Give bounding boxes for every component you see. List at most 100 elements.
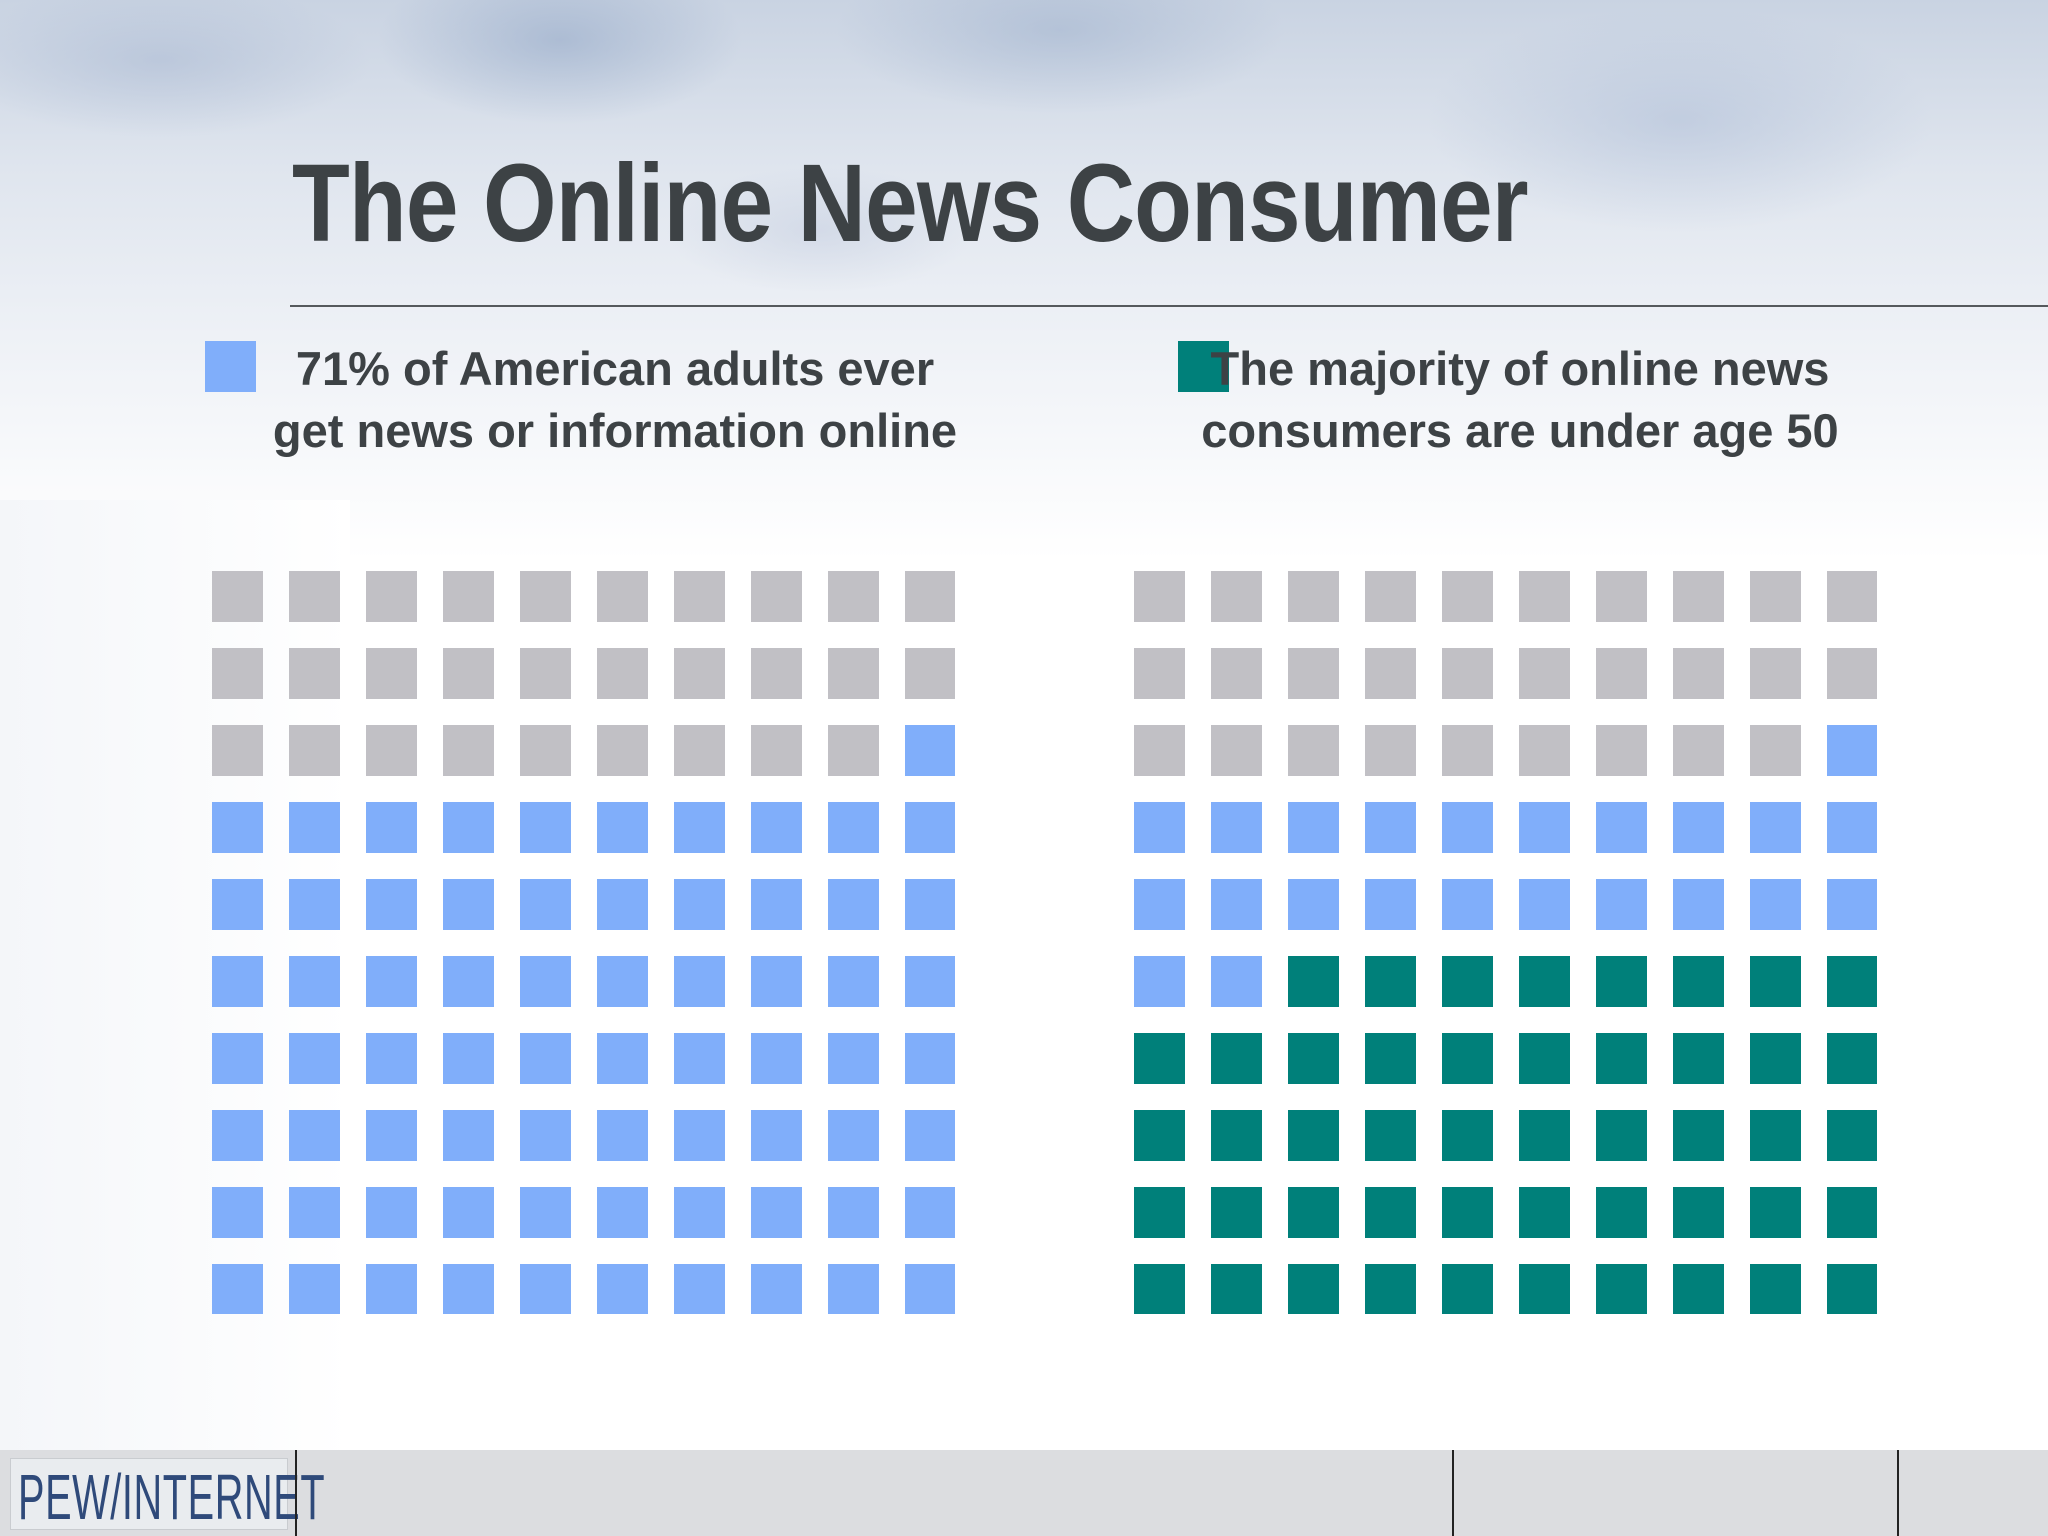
waffle-cell: [1673, 1264, 1724, 1314]
waffle-cell: [1827, 725, 1877, 776]
waffle-cell: [212, 802, 263, 853]
waffle-cell: [1673, 725, 1724, 776]
waffle-cell: [1596, 956, 1647, 1007]
waffle-cell: [1519, 1264, 1570, 1314]
waffle-cell: [1365, 879, 1416, 930]
waffle-cell: [289, 802, 340, 853]
waffle-cell: [597, 1264, 648, 1314]
waffle-cell: [443, 571, 494, 622]
waffle-cell: [1519, 879, 1570, 930]
waffle-cell: [1134, 648, 1185, 699]
waffle-cell: [751, 802, 802, 853]
waffle-cell: [443, 648, 494, 699]
waffle-cell: [520, 648, 571, 699]
waffle-cell: [751, 1033, 802, 1084]
waffle-cell: [1211, 879, 1262, 930]
waffle-cell: [905, 956, 955, 1007]
waffle-cell: [1827, 802, 1877, 853]
waffle-svg-online: [212, 571, 955, 1314]
waffle-cell: [520, 1110, 571, 1161]
waffle-cell: [1596, 725, 1647, 776]
waffle-cell: [1673, 571, 1724, 622]
waffle-cell: [289, 571, 340, 622]
legend-swatch-under50: [1178, 341, 1229, 392]
waffle-cell: [1211, 956, 1262, 1007]
waffle-cell: [1827, 1033, 1877, 1084]
waffle-cell: [1750, 1033, 1801, 1084]
footer-separator: [1452, 1450, 1454, 1536]
waffle-cell: [1673, 648, 1724, 699]
waffle-cell: [1288, 1110, 1339, 1161]
waffle-cell: [1827, 879, 1877, 930]
waffle-cell: [674, 802, 725, 853]
waffle-cell: [1211, 725, 1262, 776]
waffle-cell: [1288, 1033, 1339, 1084]
waffle-cell: [1134, 956, 1185, 1007]
waffle-cell: [366, 1110, 417, 1161]
waffle-cell: [1442, 648, 1493, 699]
pew-internet-logo: PEW/INTERNET: [18, 1461, 326, 1533]
waffle-cell: [1211, 1264, 1262, 1314]
waffle-cell: [828, 1264, 879, 1314]
waffle-cell: [520, 571, 571, 622]
waffle-cell: [1827, 1110, 1877, 1161]
waffle-cell: [1288, 725, 1339, 776]
waffle-cell: [520, 956, 571, 1007]
waffle-cell: [1519, 725, 1570, 776]
waffle-cell: [212, 1110, 263, 1161]
waffle-cell: [1288, 571, 1339, 622]
waffle-cell: [366, 1264, 417, 1314]
waffle-cell: [1750, 571, 1801, 622]
waffle-cell: [1134, 1187, 1185, 1238]
waffle-cell: [1673, 1110, 1724, 1161]
waffle-cell: [828, 1110, 879, 1161]
footer-separator: [295, 1450, 297, 1536]
waffle-cell: [1596, 1110, 1647, 1161]
waffle-cell: [1596, 571, 1647, 622]
waffle-cell: [828, 1187, 879, 1238]
waffle-cell: [1365, 1033, 1416, 1084]
waffle-cell: [443, 879, 494, 930]
waffle-svg-under50: [1134, 571, 1877, 1314]
waffle-cell: [366, 1033, 417, 1084]
waffle-cell: [828, 1033, 879, 1084]
waffle-cell: [289, 1187, 340, 1238]
footer-logo-box: [10, 1458, 288, 1530]
waffle-cell: [1827, 1264, 1877, 1314]
waffle-cell: [1211, 571, 1262, 622]
waffle-cell: [1519, 802, 1570, 853]
waffle-cell: [905, 802, 955, 853]
waffle-cell: [1288, 956, 1339, 1007]
slide-title: The Online News Consumer: [292, 142, 1529, 265]
waffle-cell: [1442, 1110, 1493, 1161]
waffle-cell: [1750, 1264, 1801, 1314]
waffle-cell: [1750, 725, 1801, 776]
waffle-cell: [1442, 725, 1493, 776]
waffle-cell: [289, 648, 340, 699]
waffle-cell: [674, 1264, 725, 1314]
waffle-cell: [212, 571, 263, 622]
waffle-cell: [905, 1187, 955, 1238]
waffle-cell: [1134, 1264, 1185, 1314]
waffle-cell: [366, 802, 417, 853]
waffle-cell: [1750, 1187, 1801, 1238]
chart-caption-under50: The majority of online news consumers ar…: [1201, 342, 1839, 457]
waffle-cell: [1519, 1110, 1570, 1161]
waffle-cell: [520, 1187, 571, 1238]
waffle-cell: [520, 879, 571, 930]
waffle-chart-online: [212, 571, 955, 1314]
waffle-cell: [1673, 956, 1724, 1007]
waffle-cell: [597, 1110, 648, 1161]
waffle-cell: [1134, 879, 1185, 930]
waffle-cell: [1519, 571, 1570, 622]
waffle-cell: [1442, 1187, 1493, 1238]
waffle-cell: [1211, 648, 1262, 699]
waffle-cell: [289, 879, 340, 930]
waffle-cell: [1596, 802, 1647, 853]
waffle-cell: [1596, 879, 1647, 930]
waffle-cell: [212, 879, 263, 930]
waffle-cell: [289, 1110, 340, 1161]
waffle-cell: [1750, 648, 1801, 699]
waffle-cell: [212, 1033, 263, 1084]
waffle-cell: [1442, 571, 1493, 622]
